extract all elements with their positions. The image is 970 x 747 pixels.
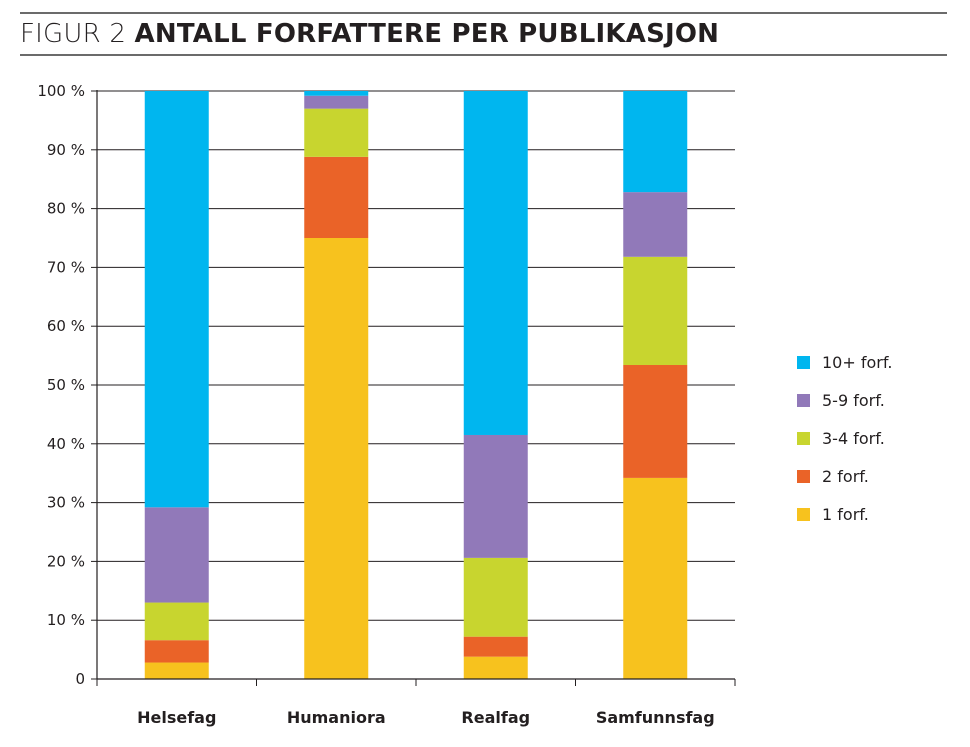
legend-label: 3-4 forf. bbox=[822, 429, 885, 448]
bar-segment bbox=[463, 434, 528, 558]
x-category-label: Helsefag bbox=[137, 708, 216, 727]
bar-segment bbox=[144, 507, 209, 603]
y-tick-label: 10 % bbox=[47, 611, 85, 629]
x-category-label: Realfag bbox=[461, 708, 530, 727]
bar-segment bbox=[463, 91, 528, 435]
bar-segment bbox=[623, 365, 688, 478]
bar-segment bbox=[144, 662, 209, 679]
bar-segment bbox=[623, 192, 688, 257]
bar-segment bbox=[304, 156, 369, 238]
y-tick-label: 20 % bbox=[47, 552, 85, 570]
y-tick-label: 60 % bbox=[47, 317, 85, 335]
y-tick-label: 50 % bbox=[47, 376, 85, 394]
legend-swatch bbox=[797, 432, 810, 445]
x-category-label: Humaniora bbox=[287, 708, 386, 727]
bar-segment bbox=[304, 238, 369, 679]
y-tick-label: 0 bbox=[75, 670, 85, 688]
figure-title-main: ANTALL FORFATTERE PER PUBLIKASJON bbox=[134, 19, 720, 49]
figure-title-prefix: FIGUR 2 bbox=[20, 19, 127, 49]
title-rule-bottom bbox=[20, 54, 947, 56]
bar-segment bbox=[463, 656, 528, 679]
bar-segment bbox=[623, 91, 688, 193]
legend-swatch bbox=[797, 394, 810, 407]
figure-title: FIGUR 2 ANTALL FORFATTERE PER PUBLIKASJO… bbox=[20, 18, 719, 50]
y-tick-label: 80 % bbox=[47, 200, 85, 218]
legend-swatch bbox=[797, 470, 810, 483]
bar-segment bbox=[144, 91, 209, 508]
legend-label: 5-9 forf. bbox=[822, 391, 885, 410]
y-tick-label: 100 % bbox=[37, 82, 85, 100]
y-tick-label: 40 % bbox=[47, 435, 85, 453]
y-tick-label: 30 % bbox=[47, 494, 85, 512]
legend-label: 2 forf. bbox=[822, 467, 869, 486]
legend-swatch bbox=[797, 508, 810, 521]
bar-segment bbox=[304, 95, 369, 109]
bar-segment bbox=[463, 636, 528, 657]
bar-segment bbox=[304, 91, 369, 96]
y-tick-label: 90 % bbox=[47, 141, 85, 159]
bar-segment bbox=[623, 477, 688, 679]
legend-label: 10+ forf. bbox=[822, 353, 892, 372]
legend-label: 1 forf. bbox=[822, 505, 869, 524]
bar-segment bbox=[144, 602, 209, 641]
bar-segment bbox=[463, 557, 528, 637]
bar-segment bbox=[623, 256, 688, 366]
bar-segment bbox=[304, 108, 369, 157]
legend: 10+ forf. 5-9 forf. 3-4 forf. 2 forf. 1 forf… bbox=[797, 353, 892, 524]
y-tick-label: 70 % bbox=[47, 258, 85, 276]
legend-swatch bbox=[797, 356, 810, 369]
title-rule-top bbox=[20, 12, 947, 14]
bar-segment bbox=[144, 640, 209, 663]
x-category-label: Samfunnsfag bbox=[596, 708, 715, 727]
